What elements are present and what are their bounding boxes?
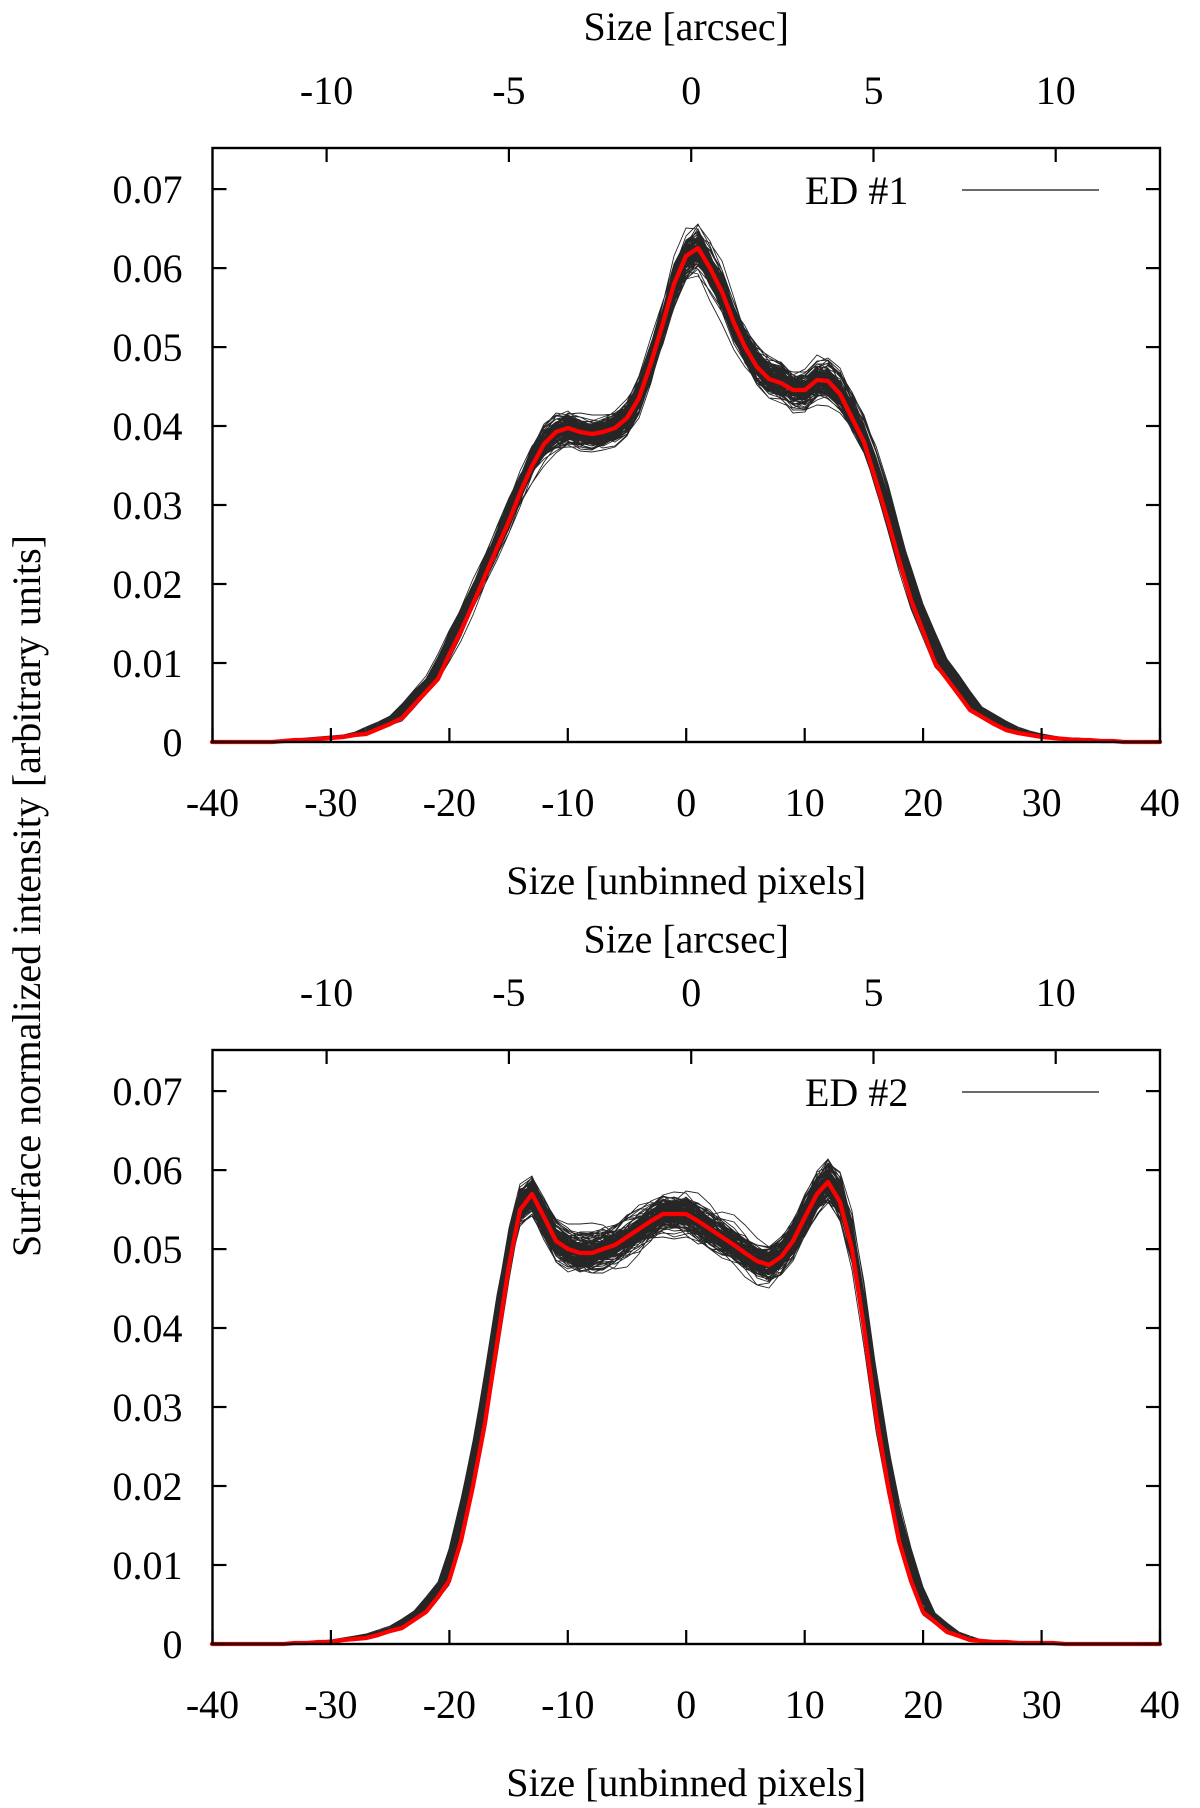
svg-text:5: 5 [864,68,884,113]
svg-text:0.03: 0.03 [113,1385,183,1430]
svg-text:30: 30 [1022,1682,1062,1727]
svg-text:Size [unbinned pixels]: Size [unbinned pixels] [506,1760,866,1805]
svg-text:20: 20 [903,1682,943,1727]
svg-text:-30: -30 [304,1682,357,1727]
svg-text:20: 20 [903,780,943,825]
svg-text:0.07: 0.07 [113,1069,183,1114]
svg-text:10: 10 [1036,68,1076,113]
svg-text:40: 40 [1140,780,1180,825]
svg-text:Size [arcsec]: Size [arcsec] [583,4,788,49]
svg-text:0.06: 0.06 [113,1148,183,1193]
svg-text:10: 10 [785,1682,825,1727]
svg-text:0.02: 0.02 [113,1464,183,1509]
svg-text:ED #2: ED #2 [805,1070,908,1115]
svg-text:0.06: 0.06 [113,246,183,291]
svg-text:-40: -40 [186,780,239,825]
svg-text:-5: -5 [492,970,525,1015]
svg-text:40: 40 [1140,1682,1180,1727]
svg-text:0.05: 0.05 [113,1227,183,1272]
svg-text:-40: -40 [186,1682,239,1727]
svg-text:0: 0 [676,780,696,825]
svg-text:0.02: 0.02 [113,562,183,607]
svg-text:-20: -20 [423,1682,476,1727]
svg-text:0.01: 0.01 [113,641,183,686]
svg-text:30: 30 [1022,780,1062,825]
svg-text:0.03: 0.03 [113,483,183,528]
svg-text:0.05: 0.05 [113,325,183,370]
svg-text:-30: -30 [304,780,357,825]
svg-text:ED #1: ED #1 [805,168,908,213]
svg-text:-10: -10 [300,970,353,1015]
svg-text:-20: -20 [423,780,476,825]
svg-text:0: 0 [163,1622,183,1667]
svg-text:0: 0 [163,720,183,765]
svg-text:5: 5 [864,970,884,1015]
svg-text:0: 0 [676,1682,696,1727]
svg-text:10: 10 [785,780,825,825]
svg-text:-10: -10 [541,1682,594,1727]
svg-text:-10: -10 [541,780,594,825]
svg-text:Size [arcsec]: Size [arcsec] [583,917,788,962]
svg-text:0.04: 0.04 [113,404,183,449]
svg-text:-5: -5 [492,68,525,113]
svg-text:Surface normalized intensity [: Surface normalized intensity [arbitrary … [4,535,49,1257]
svg-text:0: 0 [681,970,701,1015]
svg-text:-10: -10 [300,68,353,113]
svg-text:10: 10 [1036,970,1076,1015]
svg-text:0.01: 0.01 [113,1543,183,1588]
svg-text:Size [unbinned pixels]: Size [unbinned pixels] [506,858,866,903]
svg-text:0.07: 0.07 [113,167,183,212]
svg-text:0.04: 0.04 [113,1306,183,1351]
svg-text:0: 0 [681,68,701,113]
